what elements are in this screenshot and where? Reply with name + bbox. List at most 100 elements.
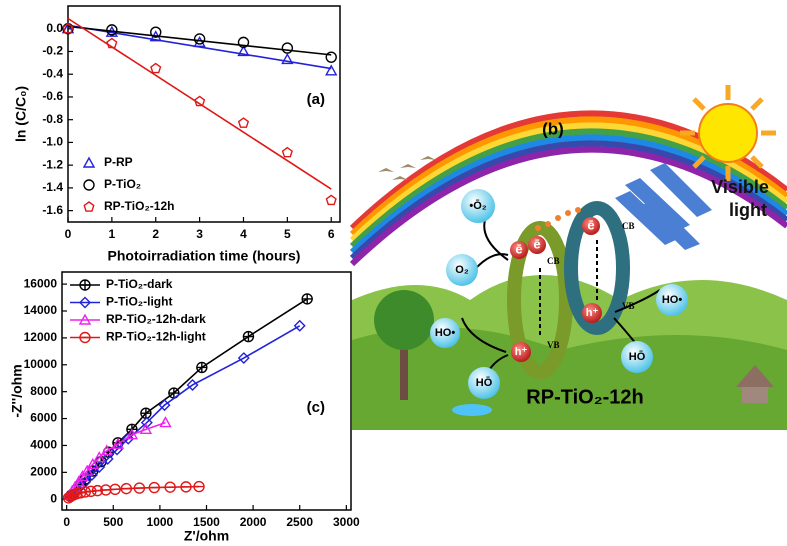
- y-tick-label: 14000: [24, 303, 58, 317]
- hole: [511, 342, 531, 362]
- data-point: [101, 452, 114, 465]
- data-point: [281, 146, 293, 158]
- legend-label: P-TiO₂: [104, 177, 141, 191]
- x-tick-label: 2000: [240, 515, 267, 529]
- data-point: [168, 387, 180, 399]
- y-tick-label: 0.0: [46, 21, 63, 35]
- data-point: [150, 26, 162, 38]
- y-axis-title: ln (C/C₀): [13, 86, 29, 142]
- x-tick-label: 1: [109, 227, 116, 241]
- species-label: O₂: [455, 264, 469, 276]
- data-point: [125, 428, 139, 440]
- light-beams: [615, 163, 712, 250]
- species-label: HŌ: [629, 351, 646, 363]
- data-point: [158, 399, 171, 412]
- legend-marker: [83, 179, 95, 191]
- data-point: [140, 416, 153, 429]
- x-tick-label: 4: [240, 227, 247, 241]
- legend-label: RP-TiO₂-12h-dark: [106, 312, 206, 326]
- series-line: [69, 325, 301, 498]
- data-point: [80, 464, 94, 476]
- electron-label: ē: [533, 236, 540, 251]
- band-label: CB: [547, 256, 560, 266]
- x-tick-label: 1000: [147, 515, 174, 529]
- data-point: [93, 451, 106, 463]
- y-tick-label: 8000: [30, 384, 57, 398]
- data-point: [133, 482, 146, 494]
- hut: [736, 365, 774, 403]
- panel-label: (c): [307, 399, 325, 416]
- data-point: [237, 36, 250, 49]
- hole-label: h⁺: [586, 307, 599, 319]
- series-line: [68, 421, 166, 496]
- legend-label: P-TiO₂-dark: [106, 277, 173, 291]
- data-point: [193, 33, 206, 45]
- x-tick-label: 2: [152, 227, 159, 241]
- legend-marker: [82, 156, 96, 168]
- x-tick-label: 0: [65, 227, 72, 241]
- data-point: [148, 481, 160, 494]
- data-point: [106, 37, 118, 49]
- y-tick-label: -0.8: [42, 112, 63, 126]
- data-point: [193, 480, 205, 493]
- data-point: [62, 22, 74, 34]
- data-point: [301, 293, 313, 305]
- panel-label: (a): [307, 91, 325, 108]
- data-point: [164, 481, 176, 493]
- data-point: [109, 483, 121, 495]
- data-point: [237, 352, 250, 365]
- data-point: [140, 407, 152, 419]
- legend-marker: [79, 296, 91, 309]
- x-tick-label: 500: [103, 515, 123, 529]
- species-bubble: [446, 254, 478, 286]
- band-label: VB: [547, 340, 560, 350]
- legend-label: RP-TiO₂-12h: [104, 199, 174, 213]
- data-point: [85, 469, 98, 482]
- series-line: [70, 298, 308, 496]
- data-point: [139, 422, 153, 435]
- tio2-ring: [564, 201, 630, 335]
- legend-marker: [78, 313, 92, 325]
- legend-label: RP-TiO₂-12h-light: [106, 330, 206, 344]
- y-tick-label: -1.6: [42, 203, 63, 217]
- x-tick-label: 2500: [286, 515, 313, 529]
- species-bubble: [468, 367, 500, 399]
- data-point: [325, 64, 338, 76]
- data-point: [76, 469, 89, 482]
- y-tick-label: 6000: [30, 411, 57, 425]
- electron: [528, 236, 546, 254]
- data-point: [281, 52, 294, 65]
- hole: [582, 303, 602, 323]
- data-point: [186, 378, 199, 391]
- panel-label: (b): [542, 119, 564, 138]
- data-point: [281, 42, 294, 54]
- sun: [680, 85, 776, 181]
- x-axis-title: Z'/ohm: [184, 528, 229, 544]
- species-bubble: [461, 189, 495, 223]
- data-point: [86, 457, 99, 469]
- species-bubble: [656, 284, 688, 316]
- species-label: •Ō₂: [469, 200, 486, 212]
- band-label: CB: [622, 221, 635, 231]
- y-tick-label: -0.2: [42, 44, 63, 58]
- electron: [510, 241, 528, 259]
- data-point: [237, 45, 250, 57]
- data-point: [120, 482, 133, 495]
- data-point: [72, 475, 85, 487]
- y-tick-label: -1.2: [42, 157, 63, 171]
- x-axis-title: Photoirradiation time (hours): [108, 248, 301, 264]
- pond: [452, 404, 492, 416]
- legend-label: P-TiO₂-light: [106, 295, 172, 309]
- electron: [582, 217, 600, 235]
- hole-label: h⁺: [515, 346, 528, 358]
- y-axis-title: -Z''/ohm: [9, 364, 25, 417]
- y-tick-label: -1.0: [42, 135, 63, 149]
- data-point: [106, 24, 118, 36]
- y-tick-label: -1.4: [42, 180, 63, 194]
- y-tick-label: 0: [50, 491, 57, 505]
- y-tick-label: 2000: [30, 465, 57, 479]
- plot-frame: [67, 5, 341, 223]
- rainbow: [349, 110, 787, 267]
- y-tick-label: 4000: [30, 438, 57, 452]
